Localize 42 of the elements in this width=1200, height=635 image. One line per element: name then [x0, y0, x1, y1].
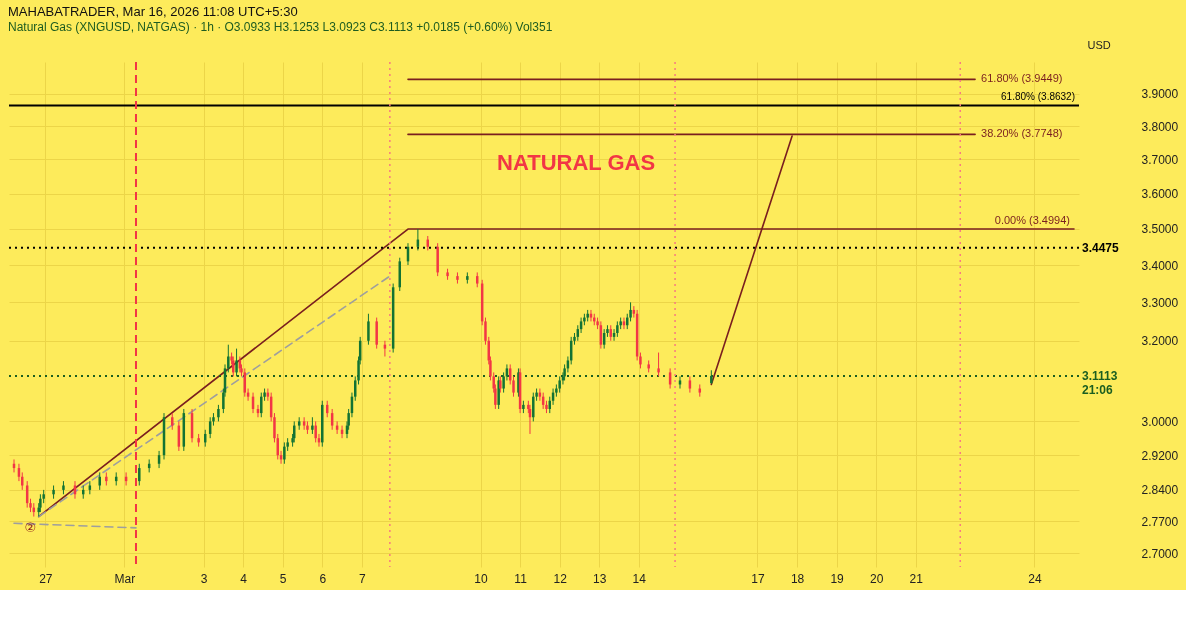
y-tick-label: 2.7000	[1141, 546, 1179, 561]
y-tick-label: 3.0000	[1141, 414, 1179, 429]
x-tick-label: 7	[358, 571, 366, 586]
y-tick-label: 3.7000	[1141, 152, 1179, 167]
x-tick-label: 20	[870, 571, 884, 586]
x-tick-label: 5	[279, 571, 287, 586]
annotation: ②	[24, 520, 37, 536]
x-tick-label: 4	[240, 571, 248, 586]
y-tick-label: 3.2000	[1141, 334, 1179, 349]
x-tick-label: 27	[39, 571, 53, 586]
y-tick-label: 2.9200	[1141, 448, 1179, 463]
x-tick-label: 24	[1028, 571, 1042, 586]
x-tick-label: 10	[474, 571, 489, 586]
series-label: 0.00% (3.4994)	[994, 214, 1070, 227]
y-tick-label: 3.5000	[1141, 222, 1179, 237]
x-tick-label: 18	[790, 571, 805, 586]
chart-title: MAHABATRADER, Mar 16, 2026 11:08 UTC+5:30	[8, 4, 298, 19]
x-tick-label: Mar	[114, 571, 136, 586]
x-tick-label: 13	[593, 571, 607, 586]
x-tick-label: 17	[751, 571, 765, 586]
x-tick-label: 11	[514, 571, 528, 586]
y-tick-label: 3.4000	[1141, 258, 1179, 273]
x-tick-label: 14	[632, 571, 647, 586]
x-tick-label: 12	[553, 571, 568, 586]
series-label: 61.80% (3.9449)	[981, 72, 1063, 85]
y-tick-label: 3.9000	[1141, 87, 1179, 102]
y-tick-label: 3.6000	[1141, 187, 1179, 202]
x-tick-label: 19	[830, 571, 845, 586]
ref-line-label: 61.80% (3.8632)	[1001, 91, 1075, 103]
x-tick-label: 3	[200, 571, 208, 586]
y-tick-label: 2.8400	[1141, 483, 1179, 498]
x-tick-label: 6	[319, 571, 327, 586]
y-tick-label: 3.3000	[1141, 295, 1179, 310]
series-label: 38.20% (3.7748)	[981, 127, 1063, 140]
chart-subtitle: Natural Gas (XNGUSD, NATGAS) · 1h · O3.0933 H3.1253 L3.0923 C3.1113 +0.0185 (+0.60%) Vol351	[8, 20, 553, 34]
y-tick-label: 3.8000	[1141, 119, 1179, 134]
ref-line-label: 3.1113 21:06	[1082, 368, 1118, 397]
y-tick-label: 2.7700	[1141, 514, 1179, 529]
x-tick-label: 21	[909, 571, 924, 586]
y-axis-title: USD	[1087, 38, 1111, 51]
ref-line-label: 3.4475	[1082, 240, 1120, 255]
annotation: NATURAL GAS	[497, 150, 656, 175]
